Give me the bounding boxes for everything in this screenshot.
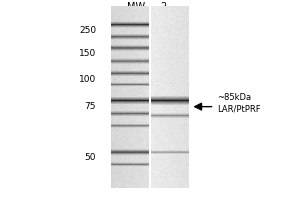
- Text: ~85kDa: ~85kDa: [218, 93, 252, 102]
- Text: 50: 50: [85, 153, 96, 162]
- Text: 75: 75: [85, 102, 96, 111]
- Text: MW: MW: [128, 2, 146, 12]
- Text: 250: 250: [79, 26, 96, 35]
- Text: LAR/PtPRF: LAR/PtPRF: [218, 104, 261, 113]
- Text: 100: 100: [79, 75, 96, 84]
- Text: 150: 150: [79, 49, 96, 58]
- Text: 2: 2: [160, 2, 166, 12]
